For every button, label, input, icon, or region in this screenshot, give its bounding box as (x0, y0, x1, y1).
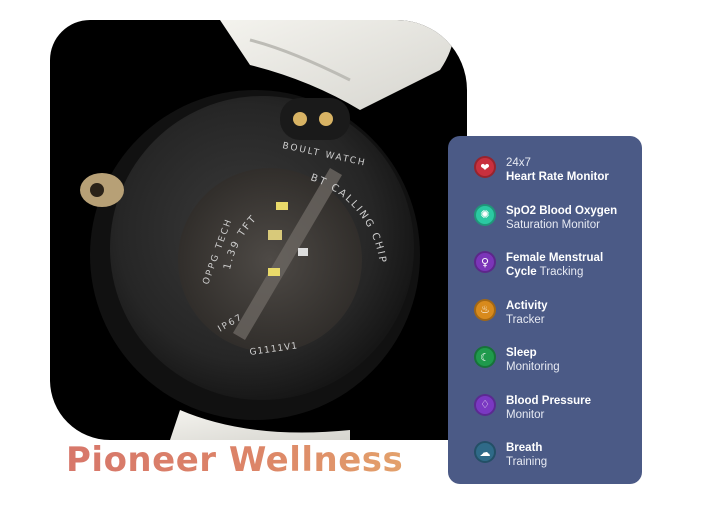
heart-icon: ❤ (474, 156, 496, 178)
strap-bottom (170, 410, 350, 440)
strap-top (220, 20, 454, 110)
feature-spo2: ✺ SpO2 Blood Oxygen Saturation Monitor (474, 198, 632, 246)
charging-pin-icon (293, 112, 307, 126)
feature-label: Tracker (506, 313, 545, 326)
charging-port (280, 98, 350, 140)
feature-menstrual: ♀ Female Menstrual Cycle Tracking (474, 245, 632, 293)
charging-pin-icon (319, 112, 333, 126)
feature-label: Breath (506, 442, 543, 454)
feature-label: Female Menstrual (506, 252, 604, 264)
breath-icon: ☁ (474, 441, 496, 463)
feature-label: 24x7 (506, 157, 531, 169)
feature-panel: ❤ 24x7 Heart Rate Monitor ✺ SpO2 Blood Ox… (448, 136, 642, 484)
feature-label: Sleep (506, 347, 537, 359)
feature-activity: ♨ Activity Tracker (474, 293, 632, 341)
feature-label: Monitor (506, 408, 545, 421)
blood-pressure-icon: ♢ (474, 393, 496, 416)
sleep-moon-icon: ☾ (474, 346, 496, 368)
sensor-window (178, 168, 362, 352)
feature-breath: ☁ Breath Training (474, 435, 632, 483)
activity-icon: ♨ (474, 298, 496, 321)
feature-blood-pressure: ♢ Blood Pressure Monitor (474, 388, 632, 436)
feature-label: SpO2 Blood Oxygen (506, 204, 618, 217)
feature-label: Tracking (536, 266, 584, 278)
feature-label: Cycle (506, 266, 537, 278)
feature-label: Saturation Monitor (506, 218, 600, 231)
product-photo: 1.39 TFT BT CALLING CHIP BOULT WATCH OPP… (50, 20, 467, 440)
feature-heart-rate: ❤ 24x7 Heart Rate Monitor (474, 150, 632, 198)
feature-label: Monitoring (506, 361, 560, 373)
feature-label: Blood Pressure (506, 394, 591, 407)
feature-label: Heart Rate Monitor (506, 171, 609, 183)
feature-label: Training (506, 456, 548, 468)
headline: Pioneer Wellness (66, 440, 404, 480)
female-cycle-icon: ♀ (474, 251, 496, 273)
feature-sleep: ☾ Sleep Monitoring (474, 340, 632, 388)
oxygen-drop-icon: ✺ (474, 203, 496, 226)
smartwatch-back-image: 1.39 TFT BT CALLING CHIP BOULT WATCH OPP… (80, 20, 454, 440)
feature-label: Activity (506, 299, 548, 312)
